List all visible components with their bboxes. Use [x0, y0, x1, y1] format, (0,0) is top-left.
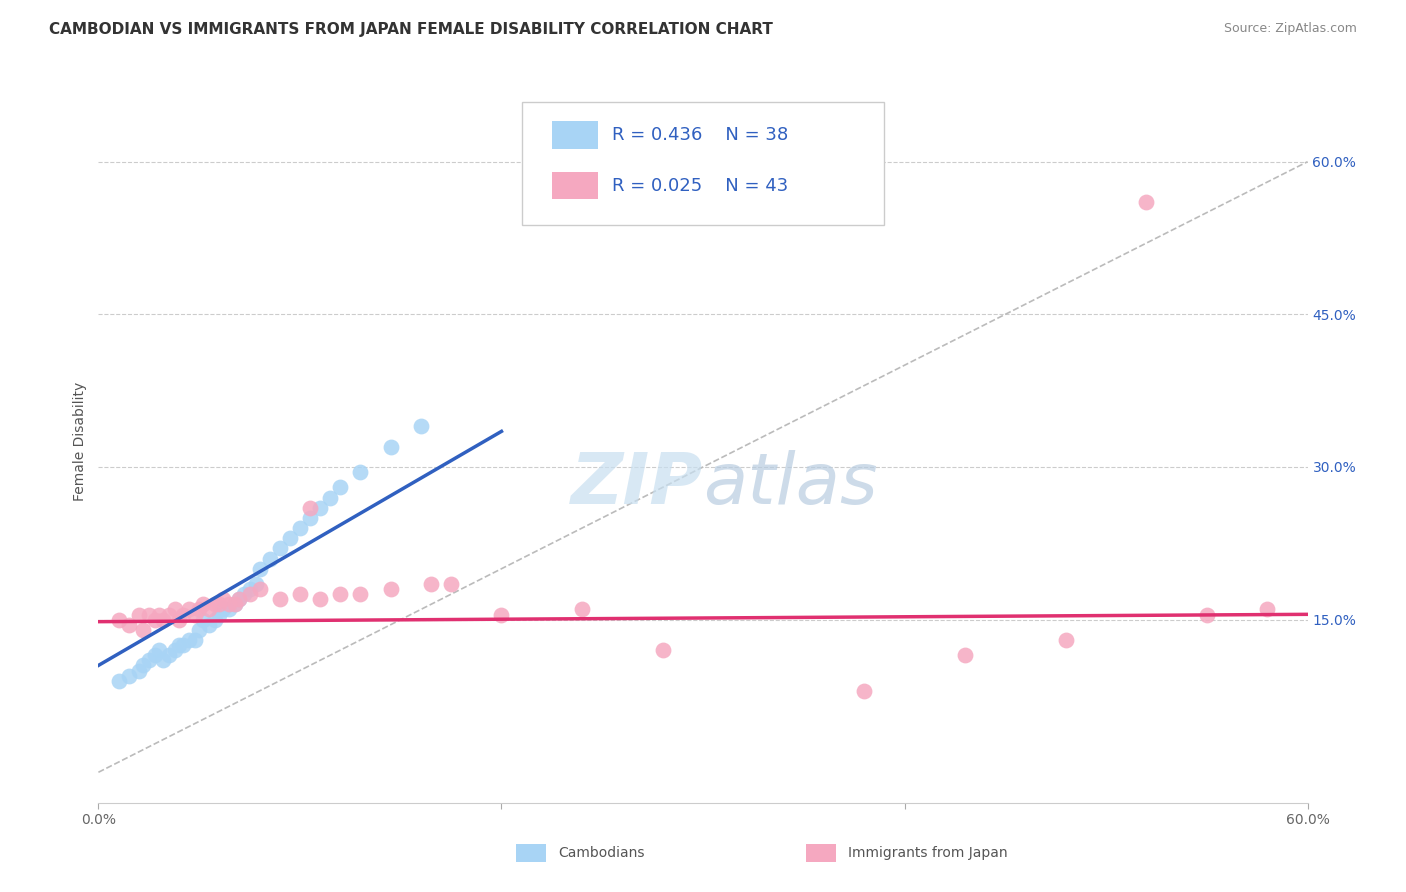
Point: [152, 653, 174, 667]
Point: [288, 521, 311, 535]
Text: atlas: atlas: [703, 450, 877, 519]
Point: [212, 602, 235, 616]
Point: [853, 684, 876, 698]
Point: [157, 648, 180, 663]
Point: [329, 587, 352, 601]
Point: [152, 613, 174, 627]
Point: [288, 587, 311, 601]
Text: R = 0.025    N = 43: R = 0.025 N = 43: [613, 177, 789, 194]
FancyBboxPatch shape: [522, 102, 884, 225]
Point: [269, 592, 291, 607]
Point: [380, 582, 402, 596]
Point: [309, 500, 332, 515]
Point: [299, 500, 322, 515]
Point: [245, 577, 267, 591]
Point: [409, 419, 432, 434]
Point: [212, 592, 235, 607]
Point: [148, 607, 170, 622]
Text: Source: ZipAtlas.com: Source: ZipAtlas.com: [1223, 22, 1357, 36]
Point: [218, 598, 240, 612]
Point: [118, 617, 141, 632]
Point: [1256, 602, 1278, 616]
Point: [184, 607, 207, 622]
Point: [269, 541, 291, 556]
Text: Cambodians: Cambodians: [558, 847, 644, 861]
Point: [157, 607, 180, 622]
Point: [218, 602, 240, 616]
Point: [420, 577, 443, 591]
Point: [228, 592, 250, 607]
Point: [204, 598, 226, 612]
Point: [188, 602, 211, 616]
Text: R = 0.436    N = 38: R = 0.436 N = 38: [613, 126, 789, 145]
Point: [193, 613, 215, 627]
Point: [138, 607, 160, 622]
Text: ZIP: ZIP: [571, 450, 703, 519]
Point: [208, 607, 231, 622]
Point: [239, 587, 262, 601]
Point: [143, 648, 166, 663]
Point: [953, 648, 976, 663]
Point: [349, 465, 371, 479]
Point: [349, 587, 371, 601]
Point: [651, 643, 673, 657]
Point: [1195, 607, 1218, 622]
Point: [319, 491, 342, 505]
Point: [571, 602, 593, 616]
Y-axis label: Female Disability: Female Disability: [73, 382, 87, 501]
Point: [179, 602, 201, 616]
Point: [198, 602, 221, 616]
Point: [1135, 195, 1157, 210]
Point: [184, 632, 207, 647]
Point: [440, 577, 463, 591]
Point: [128, 607, 150, 622]
Point: [132, 623, 155, 637]
Point: [208, 598, 231, 612]
Point: [138, 653, 160, 667]
Point: [107, 613, 129, 627]
FancyBboxPatch shape: [516, 844, 546, 862]
Point: [118, 668, 141, 682]
Point: [179, 632, 201, 647]
Point: [167, 613, 190, 627]
Point: [228, 592, 250, 607]
Point: [224, 598, 246, 612]
FancyBboxPatch shape: [551, 121, 598, 149]
Point: [198, 617, 221, 632]
Point: [204, 613, 226, 627]
Point: [380, 440, 402, 454]
Point: [132, 658, 155, 673]
Point: [491, 607, 513, 622]
Point: [167, 638, 190, 652]
Point: [107, 673, 129, 688]
Point: [299, 511, 322, 525]
Point: [172, 638, 194, 652]
Text: Immigrants from Japan: Immigrants from Japan: [848, 847, 1008, 861]
Point: [309, 592, 332, 607]
Point: [188, 623, 211, 637]
Point: [163, 643, 186, 657]
Point: [249, 582, 271, 596]
Point: [259, 551, 281, 566]
Point: [232, 587, 254, 601]
FancyBboxPatch shape: [551, 172, 598, 200]
Point: [128, 664, 150, 678]
Point: [143, 613, 166, 627]
FancyBboxPatch shape: [806, 844, 837, 862]
Point: [278, 531, 301, 545]
Point: [172, 607, 194, 622]
Point: [224, 598, 246, 612]
Point: [1054, 632, 1077, 647]
Point: [249, 562, 271, 576]
Point: [193, 598, 215, 612]
Text: CAMBODIAN VS IMMIGRANTS FROM JAPAN FEMALE DISABILITY CORRELATION CHART: CAMBODIAN VS IMMIGRANTS FROM JAPAN FEMAL…: [49, 22, 773, 37]
Point: [148, 643, 170, 657]
Point: [329, 480, 352, 494]
Point: [163, 602, 186, 616]
Point: [239, 582, 262, 596]
